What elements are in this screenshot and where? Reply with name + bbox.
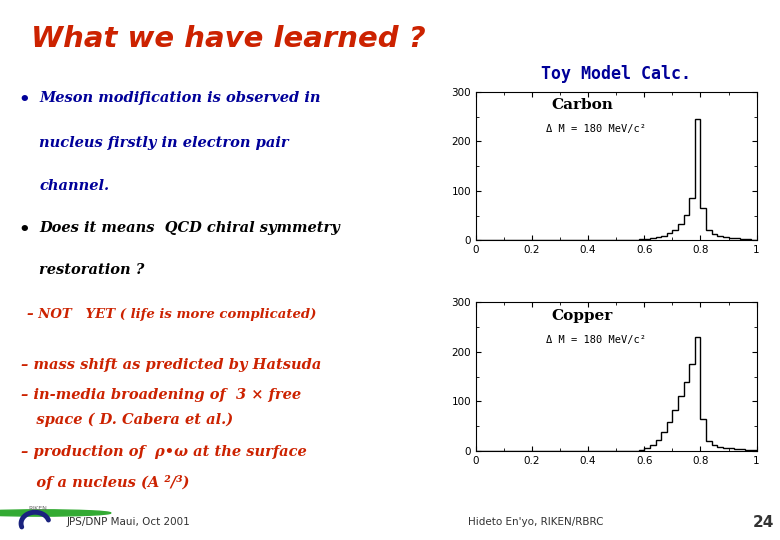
Text: – mass shift as predicted by Hatsuda: – mass shift as predicted by Hatsuda bbox=[20, 357, 321, 372]
Text: channel.: channel. bbox=[39, 179, 109, 193]
Text: RIKEN: RIKEN bbox=[29, 506, 48, 511]
Text: •: • bbox=[19, 221, 30, 239]
Text: of a nucleus (A ²/³): of a nucleus (A ²/³) bbox=[20, 475, 189, 490]
Text: nucleus firstly in electron pair: nucleus firstly in electron pair bbox=[39, 137, 289, 150]
Text: Δ M = 180 MeV/c²: Δ M = 180 MeV/c² bbox=[546, 335, 646, 345]
Text: – production of  ρ•ω at the surface: – production of ρ•ω at the surface bbox=[20, 444, 307, 458]
Text: What we have learned ?: What we have learned ? bbox=[31, 25, 426, 53]
Text: 24: 24 bbox=[753, 515, 774, 530]
Text: – in-media broadening of  3 × free: – in-media broadening of 3 × free bbox=[20, 388, 301, 402]
Text: Δ M = 180 MeV/c²: Δ M = 180 MeV/c² bbox=[546, 124, 646, 134]
Text: •: • bbox=[19, 91, 30, 110]
Text: Carbon: Carbon bbox=[551, 98, 614, 112]
Text: – NOT   YET ( life is more complicated): – NOT YET ( life is more complicated) bbox=[27, 308, 316, 321]
Text: space ( D. Cabera et al.): space ( D. Cabera et al.) bbox=[20, 413, 232, 427]
Text: Meson modification is observed in: Meson modification is observed in bbox=[39, 91, 321, 105]
Text: Does it means  QCD chiral symmetry: Does it means QCD chiral symmetry bbox=[39, 221, 340, 235]
Text: Toy Model Calc.: Toy Model Calc. bbox=[541, 65, 691, 83]
Text: Copper: Copper bbox=[551, 309, 613, 323]
Circle shape bbox=[0, 510, 111, 516]
Text: JPS/DNP Maui, Oct 2001: JPS/DNP Maui, Oct 2001 bbox=[66, 517, 190, 528]
Text: restoration ?: restoration ? bbox=[39, 264, 145, 278]
Text: Hideto En'yo, RIKEN/RBRC: Hideto En'yo, RIKEN/RBRC bbox=[468, 517, 604, 528]
